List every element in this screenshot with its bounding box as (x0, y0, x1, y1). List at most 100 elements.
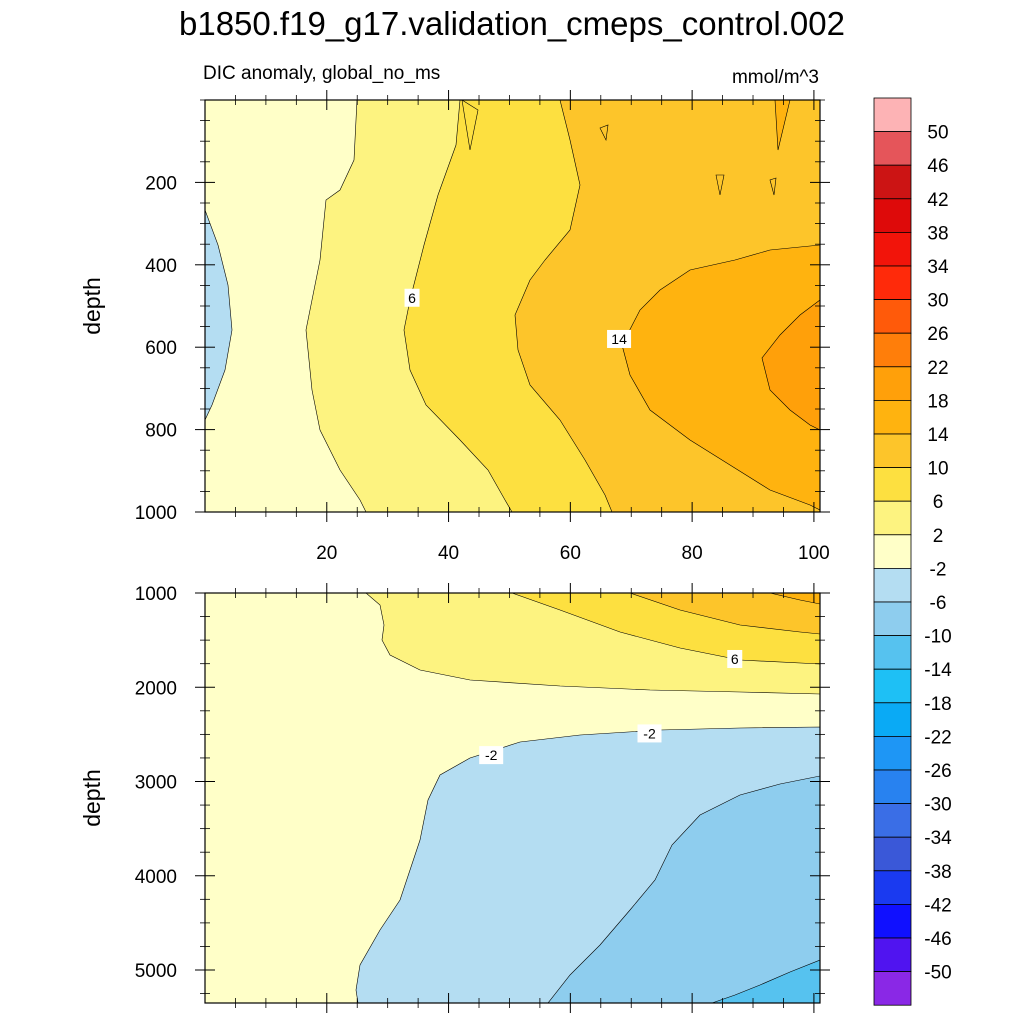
y-tick-label: 800 (145, 421, 177, 442)
x-tick-label: 60 (560, 543, 581, 564)
contour-labels: 6 14 6 -2 -2 (404, 288, 743, 765)
contour-label-bg (404, 288, 420, 307)
colorbar-label: 22 (927, 358, 948, 379)
y-tick-label: 4000 (135, 867, 177, 888)
upper-island-b (599, 124, 609, 142)
contour-label-bg (637, 724, 662, 743)
colorbar-swatch (873, 635, 912, 670)
contour-label: -2 (637, 724, 662, 743)
colorbar-label: 46 (927, 156, 948, 177)
colorbar-swatch (873, 164, 912, 200)
colorbar-label: 42 (927, 190, 948, 211)
upper-band-pos18 (761, 299, 820, 431)
upper-island-d (715, 174, 725, 196)
lower-panel (205, 593, 820, 1003)
y-tick-label: 400 (145, 256, 177, 277)
colorbar-label: -6 (930, 593, 947, 614)
contour-label-text: 6 (408, 290, 416, 306)
x-tick-label: 40 (438, 543, 459, 564)
upper-island-e (774, 100, 791, 151)
colorbar-swatch (873, 299, 912, 334)
colorbar-label: -10 (924, 627, 951, 648)
colorbar-swatch (873, 265, 912, 300)
colorbar-swatch (873, 870, 912, 905)
colorbar-swatch (873, 803, 912, 838)
colorbar-label: 26 (927, 324, 948, 345)
colorbar-swatch (873, 433, 912, 468)
colorbar-label: 2 (933, 526, 944, 547)
contour-label: 6 (404, 288, 420, 307)
colorbar-swatch (873, 668, 912, 704)
upper-island-a (461, 100, 479, 151)
x-tick-label: 20 (316, 543, 337, 564)
contour-label-bg (479, 746, 504, 765)
colorbar-label: 50 (927, 123, 948, 144)
x-tick-label: 100 (798, 543, 830, 564)
lower-band-neg10 (711, 959, 820, 1003)
contour-label-bg (607, 329, 632, 348)
colorbar-swatch (873, 769, 912, 804)
y-tick-label: 1000 (135, 503, 177, 524)
contour-label: 14 (607, 329, 632, 348)
lower-band-neg6 (547, 775, 820, 1003)
y-tick-label: 2000 (135, 678, 177, 699)
y-tick-label: 5000 (135, 961, 177, 982)
colorbar-swatch (873, 904, 912, 939)
colorbar-swatch (873, 198, 912, 233)
colorbar-label: 30 (927, 291, 948, 312)
colorbar-label: -46 (924, 929, 951, 950)
colorbar-label: 10 (927, 459, 948, 480)
colorbar-swatch (873, 332, 912, 368)
y-tick-label: 600 (145, 338, 177, 359)
colorbar-label: -30 (924, 795, 951, 816)
colorbar-swatch (873, 836, 912, 872)
contour-label: 6 (727, 649, 743, 668)
colorbar-label: 18 (927, 391, 948, 412)
y-tick-label: 200 (145, 173, 177, 194)
upper-island-c (769, 177, 777, 196)
colorbar-swatch (873, 534, 912, 569)
chart-subtitle: DIC anomaly, global_no_ms (203, 63, 441, 84)
colorbar-label: -38 (924, 862, 951, 883)
colorbar-label: 34 (927, 257, 949, 278)
y-tick-label: 1000 (135, 584, 177, 605)
y-tick-label: 3000 (135, 773, 177, 794)
contour-label-text: -2 (485, 747, 498, 763)
lower-band-pos10 (629, 593, 820, 635)
colorbar-swatch (873, 131, 912, 166)
colorbar-label: -42 (924, 895, 951, 916)
colorbar-swatch (873, 399, 912, 435)
colorbar-swatch (873, 971, 912, 1006)
upper-band-neg2 (205, 209, 233, 421)
colorbar-label: -18 (924, 694, 951, 715)
colorbar-label: -2 (930, 559, 947, 580)
colorbar-swatch (873, 736, 912, 771)
colorbar-swatch (873, 500, 912, 536)
colorbar-swatch (873, 702, 912, 737)
colorbar-label: 14 (927, 425, 949, 446)
upper-band-pos14 (621, 244, 820, 511)
colorbar-swatch (873, 937, 912, 972)
colorbar-swatch (873, 231, 912, 267)
colorbar-label: 6 (933, 492, 944, 513)
panel-frame (204, 592, 821, 1004)
colorbar-label: -50 (924, 963, 951, 984)
contour-label-bg (727, 649, 743, 668)
contour-label-text: 6 (731, 651, 739, 667)
colorbar-label: -34 (924, 828, 952, 849)
colorbar-swatch (873, 97, 912, 132)
chart-title: b1850.f19_g17.validation_cmeps_control.0… (179, 5, 845, 42)
y-axis-label: depth (79, 277, 105, 335)
colorbar-swatch (873, 601, 912, 636)
colorbar-swatch (873, 366, 912, 401)
y-axis-label: depth (79, 769, 105, 827)
colorbar-label: -14 (924, 660, 952, 681)
colorbar-swatch (873, 467, 912, 502)
units-label: mmol/m^3 (731, 67, 819, 88)
upper-panel (205, 100, 820, 512)
colorbar-swatch (873, 568, 912, 603)
contour-label: -2 (479, 746, 504, 765)
colorbar: 50 46 42 38 34 30 26 22 18 14 10 6 2 -2 -6 -10 -14 -18 -22… (873, 97, 952, 1006)
axes-layer: 20 40 60 80 100 200 400 600 800 1000 depth 1000 2000… (79, 90, 830, 1013)
colorbar-label: -26 (924, 761, 951, 782)
